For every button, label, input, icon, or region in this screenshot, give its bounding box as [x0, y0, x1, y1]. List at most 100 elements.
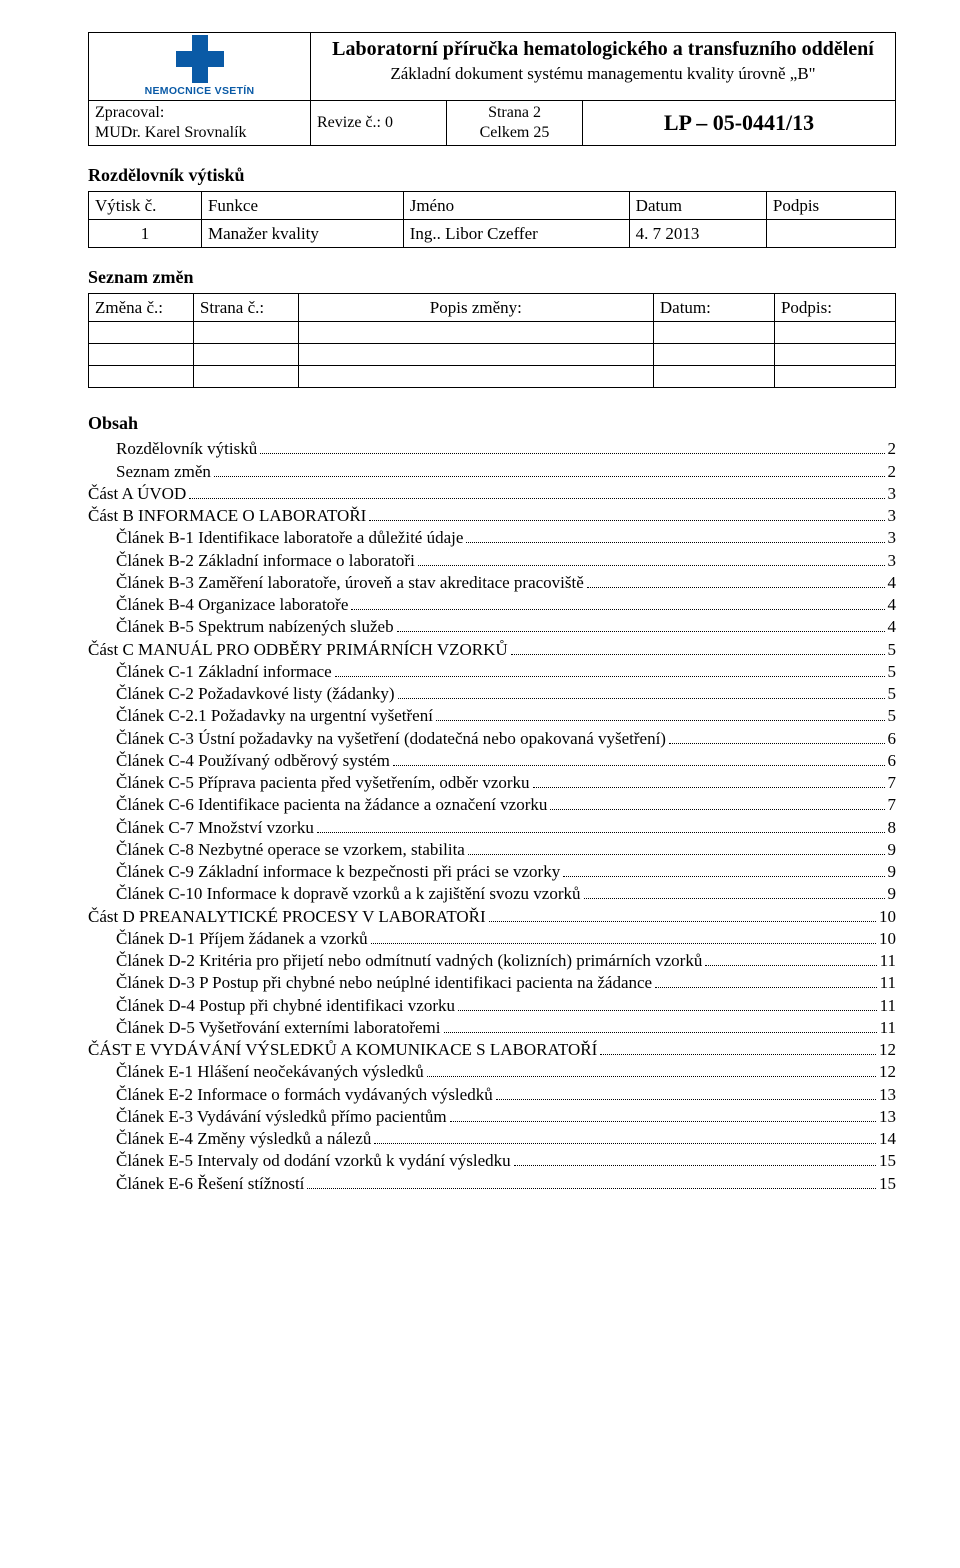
- changes-col-header: Popis změny:: [298, 293, 653, 321]
- table-row: [89, 365, 896, 387]
- toc-label: Článek D-3 P Postup při chybné nebo neúp…: [116, 972, 652, 993]
- toc-page: 11: [880, 972, 896, 993]
- toc-label: Článek B-5 Spektrum nabízených služeb: [116, 616, 394, 637]
- toc-entry: Část B INFORMACE O LABORATOŘI 3: [88, 505, 896, 526]
- toc-label: ČÁST E VYDÁVÁNÍ VÝSLEDKŮ A KOMUNIKACE S …: [88, 1039, 597, 1060]
- toc-entry: Článek D-5 Vyšetřování externími laborat…: [88, 1017, 896, 1038]
- toc-label: Článek B-3 Zaměření laboratoře, úroveň a…: [116, 572, 584, 593]
- toc-page: 12: [879, 1039, 896, 1060]
- changes-cell: [298, 365, 653, 387]
- toc-leader: [393, 765, 885, 766]
- changes-cell: [193, 365, 298, 387]
- toc-entry: Článek C-10 Informace k dopravě vzorků a…: [88, 883, 896, 904]
- toc-page: 3: [888, 527, 897, 548]
- toc-label: Článek C-2.1 Požadavky na urgentní vyšet…: [116, 705, 433, 726]
- toc-page: 9: [888, 839, 897, 860]
- toc-entry: Článek E-4 Změny výsledků a nálezů 14: [88, 1128, 896, 1149]
- toc-entry: Seznam změn 2: [88, 461, 896, 482]
- dist-col-header: Podpis: [766, 191, 895, 219]
- toc-entry: Článek E-3 Vydávání výsledků přímo pacie…: [88, 1106, 896, 1127]
- toc-label: Článek E-6 Řešení stížností: [116, 1173, 304, 1194]
- toc-page: 5: [888, 683, 897, 704]
- author-label: Zpracoval:: [95, 103, 304, 123]
- document-subtitle: Základní dokument systému managementu kv…: [317, 63, 889, 84]
- toc-label: Část B INFORMACE O LABORATOŘI: [88, 505, 366, 526]
- toc-page: 2: [888, 461, 897, 482]
- dist-col-header: Datum: [629, 191, 766, 219]
- toc-leader: [563, 876, 884, 877]
- toc-entry: Článek C-2 Požadavkové listy (žádanky) 5: [88, 683, 896, 704]
- toc-page: 4: [888, 616, 897, 637]
- changes-cell: [774, 365, 895, 387]
- toc-leader: [427, 1076, 876, 1077]
- toc-label: Článek C-6 Identifikace pacienta na žáda…: [116, 794, 547, 815]
- dist-cell: 4. 7 2013: [629, 219, 766, 247]
- author-name: MUDr. Karel Srovnalík: [95, 123, 304, 143]
- toc-page: 5: [888, 639, 897, 660]
- toc-label: Článek C-8 Nezbytné operace se vzorkem, …: [116, 839, 465, 860]
- toc-label: Článek B-4 Organizace laboratoře: [116, 594, 348, 615]
- toc-label: Článek D-4 Postup při chybné identifikac…: [116, 995, 455, 1016]
- toc-page: 11: [880, 1017, 896, 1038]
- toc-entry: Rozdělovník výtisků2: [88, 438, 896, 459]
- changes-title: Seznam změn: [88, 266, 896, 289]
- toc-label: Článek C-10 Informace k dopravě vzorků a…: [116, 883, 581, 904]
- table-row: [89, 321, 896, 343]
- changes-cell: [298, 343, 653, 365]
- changes-cell: [89, 343, 194, 365]
- toc-leader: [466, 542, 884, 543]
- revision-cell: Revize č.: 0: [311, 100, 447, 145]
- toc-entry: Část D PREANALYTICKÉ PROCESY V LABORATOŘ…: [88, 906, 896, 927]
- toc-leader: [489, 921, 876, 922]
- dist-col-header: Jméno: [403, 191, 629, 219]
- toc-label: Článek E-4 Změny výsledků a nálezů: [116, 1128, 371, 1149]
- toc-entry: Článek E-1 Hlášení neočekávaných výsledk…: [88, 1061, 896, 1082]
- toc-entry: Článek C-8 Nezbytné operace se vzorkem, …: [88, 839, 896, 860]
- dist-cell: Ing.. Libor Czeffer: [403, 219, 629, 247]
- toc-leader: [371, 943, 876, 944]
- toc-page: 3: [888, 483, 897, 504]
- toc-leader: [335, 676, 885, 677]
- toc-leader: [514, 1165, 876, 1166]
- dist-col-header: Výtisk č.: [89, 191, 202, 219]
- changes-cell: [774, 343, 895, 365]
- toc-entry: Článek D-4 Postup při chybné identifikac…: [88, 995, 896, 1016]
- toc-leader: [351, 609, 884, 610]
- toc-entry: Článek B-1 Identifikace laboratoře a důl…: [88, 527, 896, 548]
- toc-label: Část A ÚVOD: [88, 483, 186, 504]
- toc-leader: [450, 1121, 876, 1122]
- toc-leader: [468, 854, 885, 855]
- toc-title: Obsah: [88, 412, 896, 435]
- toc-page: 6: [888, 750, 897, 771]
- page-total: Celkem 25: [453, 123, 576, 143]
- toc-page: 8: [888, 817, 897, 838]
- toc-page: 14: [879, 1128, 896, 1149]
- toc-label: Článek B-1 Identifikace laboratoře a důl…: [116, 527, 463, 548]
- toc-page: 11: [880, 950, 896, 971]
- changes-cell: [653, 365, 774, 387]
- toc-label: Seznam změn: [116, 461, 211, 482]
- toc-label: Článek C-4 Používaný odběrový systém: [116, 750, 390, 771]
- toc-leader: [436, 720, 885, 721]
- changes-cell: [298, 321, 653, 343]
- toc-entry: Článek C-9 Základní informace k bezpečno…: [88, 861, 896, 882]
- toc-label: Článek C-9 Základní informace k bezpečno…: [116, 861, 560, 882]
- toc-entry: Článek E-5 Intervaly od dodání vzorků k …: [88, 1150, 896, 1171]
- toc-page: 15: [879, 1173, 896, 1194]
- changes-cell: [653, 343, 774, 365]
- toc-leader: [307, 1188, 876, 1189]
- toc-page: 5: [888, 705, 897, 726]
- toc-leader: [705, 965, 876, 966]
- toc-entry: Článek C-2.1 Požadavky na urgentní vyšet…: [88, 705, 896, 726]
- toc-leader: [398, 698, 885, 699]
- toc-page: 3: [888, 505, 897, 526]
- toc-entry: Článek C-3 Ústní požadavky na vyšetření …: [88, 728, 896, 749]
- changes-cell: [89, 321, 194, 343]
- toc-page: 3: [888, 550, 897, 571]
- toc-leader: [260, 453, 884, 454]
- title-cell: Laboratorní příručka hematologického a t…: [311, 33, 895, 100]
- toc-label: Rozdělovník výtisků: [116, 438, 257, 459]
- toc-label: Článek C-2 Požadavkové listy (žádanky): [116, 683, 395, 704]
- toc-leader: [458, 1010, 877, 1011]
- toc-entry: Článek C-6 Identifikace pacienta na žáda…: [88, 794, 896, 815]
